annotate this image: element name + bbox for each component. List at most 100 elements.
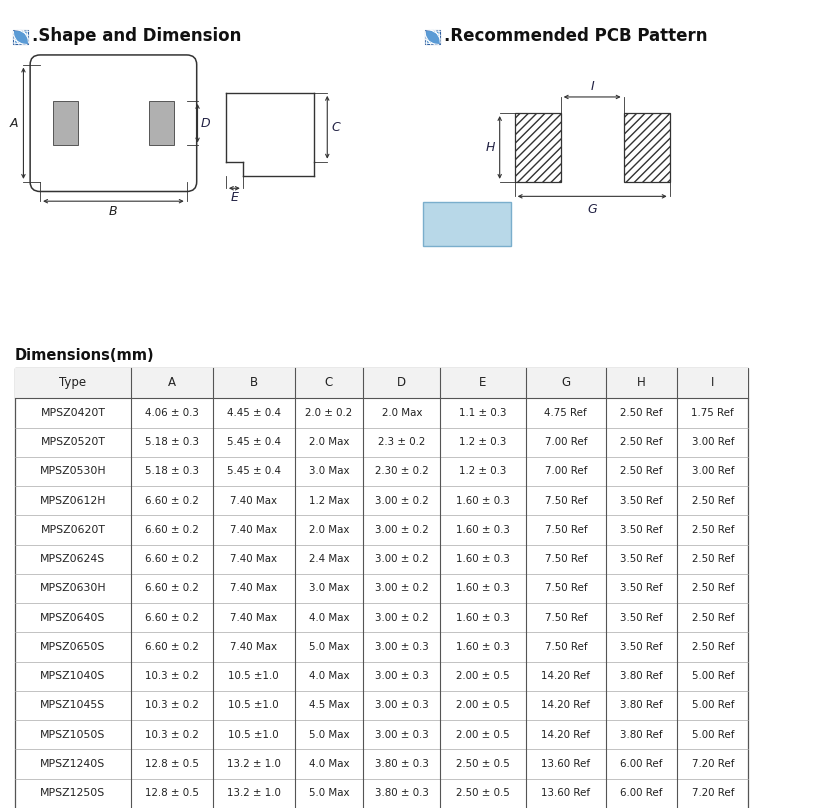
Text: 3.80 Ref: 3.80 Ref <box>619 730 662 739</box>
Bar <box>15 368 747 808</box>
Bar <box>149 101 174 145</box>
Text: 3.00 ± 0.2: 3.00 ± 0.2 <box>375 583 428 593</box>
Bar <box>13 30 28 44</box>
Text: MPSZ0640S: MPSZ0640S <box>40 612 105 623</box>
Text: 6.60 ± 0.2: 6.60 ± 0.2 <box>145 612 198 623</box>
Text: 3.50 Ref: 3.50 Ref <box>619 612 662 623</box>
FancyBboxPatch shape <box>30 55 196 191</box>
Text: 7.20 Ref: 7.20 Ref <box>691 789 733 798</box>
Text: 2.3 ± 0.2: 2.3 ± 0.2 <box>378 437 425 447</box>
Text: 7.50 Ref: 7.50 Ref <box>544 525 586 535</box>
Text: MPSZ0420T: MPSZ0420T <box>40 408 105 418</box>
Bar <box>425 30 440 44</box>
Text: 3.80 Ref: 3.80 Ref <box>619 671 662 681</box>
Text: Type: Type <box>59 377 86 389</box>
Text: 14.20 Ref: 14.20 Ref <box>541 671 589 681</box>
Text: 4.0 Max: 4.0 Max <box>308 759 349 769</box>
Text: 7.00 Ref: 7.00 Ref <box>544 437 586 447</box>
Text: 5.45 ± 0.4: 5.45 ± 0.4 <box>227 466 280 477</box>
Text: 1.2 ± 0.3: 1.2 ± 0.3 <box>459 466 506 477</box>
Text: 6.60 ± 0.2: 6.60 ± 0.2 <box>145 525 198 535</box>
Text: 2.50 Ref: 2.50 Ref <box>691 554 733 564</box>
Text: 4.0 Max: 4.0 Max <box>308 612 349 623</box>
Text: 6.00 Ref: 6.00 Ref <box>619 789 662 798</box>
Text: 2.50 Ref: 2.50 Ref <box>691 525 733 535</box>
Text: 2.0 ± 0.2: 2.0 ± 0.2 <box>305 408 352 418</box>
Text: 2.50 ± 0.5: 2.50 ± 0.5 <box>456 789 509 798</box>
Text: 7.50 Ref: 7.50 Ref <box>544 496 586 506</box>
Text: 7.40 Max: 7.40 Max <box>230 612 277 623</box>
Text: 6.60 ± 0.2: 6.60 ± 0.2 <box>145 642 198 652</box>
Text: 2.50 Ref: 2.50 Ref <box>691 612 733 623</box>
Text: 3.00 ± 0.3: 3.00 ± 0.3 <box>375 671 428 681</box>
Text: 5.00 Ref: 5.00 Ref <box>691 730 733 739</box>
Text: MPSZ1050S: MPSZ1050S <box>40 730 105 739</box>
Text: 4.0 Max: 4.0 Max <box>308 671 349 681</box>
Text: H: H <box>636 377 645 389</box>
Text: 2.50 Ref: 2.50 Ref <box>691 496 733 506</box>
Text: MPSZ1240S: MPSZ1240S <box>40 759 105 769</box>
Text: MPSZ0612H: MPSZ0612H <box>39 496 106 506</box>
Text: 2.4 Max: 2.4 Max <box>308 554 349 564</box>
Text: 4.5 Max: 4.5 Max <box>308 701 349 710</box>
Text: 5.00 Ref: 5.00 Ref <box>691 671 733 681</box>
Text: 2.30 ± 0.2: 2.30 ± 0.2 <box>375 466 428 477</box>
Text: 10.5 ±1.0: 10.5 ±1.0 <box>228 671 278 681</box>
Text: I: I <box>589 80 594 93</box>
Text: 3.50 Ref: 3.50 Ref <box>619 525 662 535</box>
Text: 5.18 ± 0.3: 5.18 ± 0.3 <box>145 466 198 477</box>
Text: 3.00 ± 0.2: 3.00 ± 0.2 <box>375 496 428 506</box>
Text: 12.8 ± 0.5: 12.8 ± 0.5 <box>145 789 198 798</box>
Text: 10.5 ±1.0: 10.5 ±1.0 <box>228 730 278 739</box>
Text: 7.50 Ref: 7.50 Ref <box>544 583 586 593</box>
Text: 7.20 Ref: 7.20 Ref <box>691 759 733 769</box>
Text: 3.80 ± 0.3: 3.80 ± 0.3 <box>375 759 428 769</box>
Text: 1.60 ± 0.3: 1.60 ± 0.3 <box>456 642 509 652</box>
Text: 6.60 ± 0.2: 6.60 ± 0.2 <box>145 496 198 506</box>
Text: G: G <box>587 203 596 216</box>
Text: 14.20 Ref: 14.20 Ref <box>541 701 589 710</box>
Text: 2.50 Ref: 2.50 Ref <box>619 466 662 477</box>
Text: 1.2 Max: 1.2 Max <box>308 496 349 506</box>
Text: 2.0 Max: 2.0 Max <box>308 437 349 447</box>
Text: 3.00 ± 0.3: 3.00 ± 0.3 <box>375 730 428 739</box>
Bar <box>15 368 747 398</box>
Text: 2.00 ± 0.5: 2.00 ± 0.5 <box>456 671 509 681</box>
Text: 7.00 Ref: 7.00 Ref <box>544 466 586 477</box>
Text: 1.60 ± 0.3: 1.60 ± 0.3 <box>456 554 509 564</box>
Text: 10.5 ±1.0: 10.5 ±1.0 <box>228 701 278 710</box>
Text: 3.00 Ref: 3.00 Ref <box>691 466 733 477</box>
Text: 7.40 Max: 7.40 Max <box>230 583 277 593</box>
Text: 7.50 Ref: 7.50 Ref <box>544 642 586 652</box>
Text: 1.60 ± 0.3: 1.60 ± 0.3 <box>456 525 509 535</box>
Text: H: H <box>485 141 495 154</box>
Text: B: B <box>249 377 257 389</box>
Text: 2.0 Max: 2.0 Max <box>381 408 421 418</box>
Bar <box>53 101 78 145</box>
Text: G: G <box>561 377 569 389</box>
Text: D: D <box>200 116 210 130</box>
Text: E: E <box>230 191 238 204</box>
Text: 7.50 Ref: 7.50 Ref <box>544 612 586 623</box>
Text: .Shape and Dimension: .Shape and Dimension <box>32 27 241 44</box>
Text: 3.00 ± 0.3: 3.00 ± 0.3 <box>375 642 428 652</box>
Text: 1.60 ± 0.3: 1.60 ± 0.3 <box>456 583 509 593</box>
Text: 2.00 ± 0.5: 2.00 ± 0.5 <box>456 730 509 739</box>
Text: 3.0 Max: 3.0 Max <box>308 466 349 477</box>
Text: MPSZ1040S: MPSZ1040S <box>40 671 105 681</box>
Text: 3.80 ± 0.3: 3.80 ± 0.3 <box>375 789 428 798</box>
Text: 4.75 Ref: 4.75 Ref <box>544 408 586 418</box>
Bar <box>623 113 669 182</box>
Text: 7.50 Ref: 7.50 Ref <box>544 554 586 564</box>
Text: MPSZ0624S: MPSZ0624S <box>40 554 105 564</box>
Text: MPSZ0620T: MPSZ0620T <box>40 525 105 535</box>
Text: 3.50 Ref: 3.50 Ref <box>619 583 662 593</box>
Text: MPSZ0530H: MPSZ0530H <box>39 466 106 477</box>
Text: 7.40 Max: 7.40 Max <box>230 554 277 564</box>
Text: A: A <box>10 116 18 130</box>
Text: 7.40 Max: 7.40 Max <box>230 496 277 506</box>
Text: 3.80 Ref: 3.80 Ref <box>619 701 662 710</box>
Text: 13.60 Ref: 13.60 Ref <box>541 759 589 769</box>
Text: 10.3 ± 0.2: 10.3 ± 0.2 <box>145 701 198 710</box>
Text: 2.0 Max: 2.0 Max <box>308 525 349 535</box>
